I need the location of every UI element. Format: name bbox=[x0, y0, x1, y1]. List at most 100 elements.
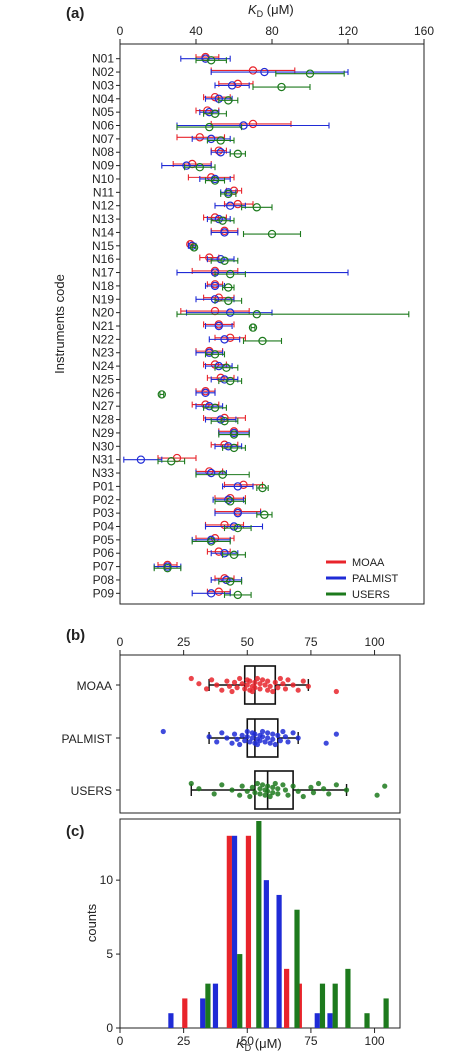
palmist-point bbox=[216, 415, 225, 424]
category-label-n10: N10 bbox=[92, 172, 114, 186]
category-label-n22: N22 bbox=[92, 332, 114, 346]
category-label-n29: N29 bbox=[92, 426, 114, 440]
users-swarm-point bbox=[252, 790, 258, 796]
users-bar bbox=[237, 954, 243, 1028]
users-point bbox=[305, 69, 315, 78]
palmist-bar bbox=[231, 835, 238, 1028]
palmist-point bbox=[224, 495, 233, 504]
palmist-swarm-point bbox=[242, 738, 248, 744]
users-swarm-point bbox=[382, 783, 388, 789]
users-point bbox=[224, 189, 233, 199]
moaa-swarm-point bbox=[252, 679, 258, 686]
palmist-point bbox=[136, 455, 146, 464]
panel-a-legend: MOAA PALMIST USERS bbox=[326, 557, 399, 601]
palmist-bar bbox=[200, 998, 206, 1028]
users-swarm-point bbox=[267, 793, 273, 800]
palmist-point bbox=[225, 201, 235, 210]
category-label-n31: N31 bbox=[92, 453, 114, 467]
palmist-swarm-point bbox=[265, 735, 271, 741]
panel-c-x-tick-label: 25 bbox=[177, 1034, 191, 1048]
category-label-n13: N13 bbox=[92, 212, 114, 226]
palmist-swarm-point bbox=[295, 735, 301, 741]
palmist-swarm-point bbox=[239, 732, 245, 739]
palmist-swarm-point bbox=[285, 739, 291, 745]
users-swarm-point bbox=[219, 782, 225, 788]
moaa-swarm-point bbox=[252, 685, 258, 691]
palmist-swarm-point bbox=[234, 736, 240, 742]
panel-b-x-tick-label: 50 bbox=[241, 635, 255, 649]
category-label-n07: N07 bbox=[92, 132, 114, 146]
moaa-swarm-point bbox=[257, 686, 263, 692]
moaa-swarm-point bbox=[188, 675, 194, 682]
moaa-swarm-point bbox=[237, 675, 243, 682]
panel-b-x-tick-label: 0 bbox=[117, 635, 124, 649]
palmist-bar bbox=[327, 1013, 333, 1028]
moaa-swarm-point bbox=[285, 677, 291, 683]
users-point bbox=[233, 590, 242, 600]
users-swarm-point bbox=[326, 791, 332, 797]
moaa-point bbox=[248, 119, 258, 129]
panel-b-x-tick-label: 25 bbox=[177, 635, 191, 649]
panel-b-data: MOAA PALMIST USERS bbox=[62, 665, 388, 810]
users-swarm-point bbox=[254, 780, 261, 787]
palmist-swarm-point bbox=[229, 740, 235, 746]
panel-c-label: (c) bbox=[66, 823, 84, 840]
moaa-swarm-point bbox=[224, 678, 230, 684]
users-swarm-point bbox=[282, 787, 289, 793]
users-point bbox=[225, 577, 235, 586]
users-point bbox=[205, 122, 214, 132]
users-point bbox=[260, 510, 269, 519]
panel-a-x-tick-label: 120 bbox=[338, 24, 358, 38]
palmist-swarm-point bbox=[244, 734, 250, 740]
moaa-swarm-point bbox=[275, 685, 281, 691]
panel-c-ticks: 0 25 50 75 100 0 5 10 bbox=[100, 873, 385, 1048]
users-point bbox=[220, 416, 229, 426]
panel-c-bars bbox=[168, 821, 389, 1028]
palmist-swarm-point bbox=[259, 728, 266, 735]
category-label-n05: N05 bbox=[92, 105, 114, 119]
panel-a-frame bbox=[119, 43, 425, 605]
panel-a-x-ticks: 0 40 80 120 160 bbox=[117, 24, 434, 44]
users-swarm-point bbox=[333, 782, 339, 788]
moaa-swarm-point bbox=[249, 688, 255, 695]
moaa-swarm-point bbox=[203, 686, 210, 692]
panel-c: (c) 0 25 50 75 100 0 5 10 counts KD (μM) bbox=[66, 818, 401, 1052]
moaa-point bbox=[225, 333, 235, 342]
users-swarm-point bbox=[310, 790, 317, 796]
category-label-n27: N27 bbox=[92, 399, 114, 413]
category-label-n02: N02 bbox=[92, 65, 114, 79]
palmist-point bbox=[233, 482, 242, 491]
users-point bbox=[229, 443, 239, 453]
users-bar bbox=[364, 1013, 370, 1028]
palmist-swarm-point bbox=[282, 734, 289, 740]
panel-c-x-tick-label: 50 bbox=[241, 1034, 255, 1048]
users-bar bbox=[332, 983, 338, 1028]
panel-c-y-tick-label: 10 bbox=[100, 873, 114, 887]
users-point bbox=[224, 96, 233, 105]
box-label-users: USERS bbox=[71, 784, 112, 798]
category-label-p06: P06 bbox=[93, 546, 115, 560]
category-label-n28: N28 bbox=[92, 413, 114, 427]
palmist-swarm-point bbox=[214, 739, 220, 745]
users-bar bbox=[256, 821, 262, 1028]
users-swarm-point bbox=[285, 792, 291, 798]
moaa-swarm-point bbox=[234, 685, 240, 691]
users-point bbox=[189, 243, 199, 252]
moaa-swarm-point bbox=[247, 678, 253, 684]
category-label-p07: P07 bbox=[93, 560, 115, 574]
moaa-point bbox=[195, 133, 204, 142]
palmist-swarm-point bbox=[277, 738, 283, 744]
moaa-swarm-point bbox=[295, 687, 301, 693]
category-label-n04: N04 bbox=[92, 92, 114, 106]
users-swarm-point bbox=[275, 786, 281, 792]
palmist-swarm-point bbox=[257, 738, 263, 744]
users-swarm-point bbox=[244, 788, 250, 794]
panel-b: (b) 0 25 50 75 100 MOAA PALMIST USERS bbox=[62, 627, 401, 814]
palmist-point bbox=[216, 254, 225, 264]
panel-a-x-tick-label: 40 bbox=[189, 24, 203, 38]
legend-label-users: USERS bbox=[352, 589, 390, 601]
panel-a-label: (a) bbox=[66, 5, 84, 22]
panel-c-x-tick-label: 75 bbox=[304, 1034, 318, 1048]
moaa-swarm-point bbox=[267, 683, 273, 689]
users-point bbox=[229, 430, 239, 439]
